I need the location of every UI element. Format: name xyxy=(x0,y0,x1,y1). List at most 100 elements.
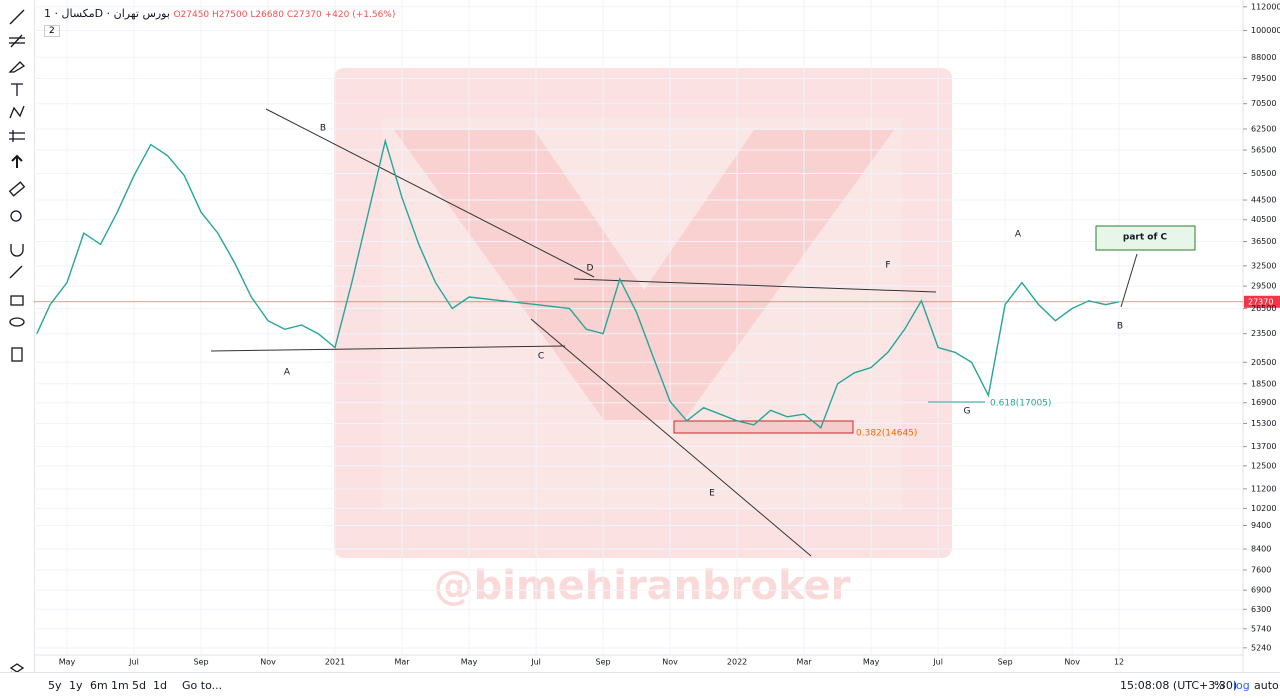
zoom-tool[interactable] xyxy=(10,210,22,222)
x-tick-label: 12 xyxy=(1114,658,1124,667)
y-tick-label: 29500 xyxy=(1251,282,1276,291)
annotation[interactable]: E xyxy=(709,489,715,499)
drawings xyxy=(210,108,1196,557)
low: L26680 xyxy=(250,10,284,20)
watermark-logo-mark xyxy=(394,130,894,420)
y-tick-label: 26500 xyxy=(1251,304,1276,313)
x-tick-label: 2021 xyxy=(325,658,345,667)
last-price-label: 27370 xyxy=(1248,297,1273,306)
fib-tool[interactable] xyxy=(9,34,25,48)
x-tick-label: Sep xyxy=(998,658,1013,667)
indicator-badge[interactable]: 2 xyxy=(44,25,60,37)
annotation[interactable]: B xyxy=(1117,322,1123,332)
range-button[interactable]: 1d xyxy=(153,679,167,692)
goto-button[interactable]: Go to... xyxy=(182,679,223,692)
ruler-tool[interactable] xyxy=(8,181,26,197)
ohlc: O27450 H27500 L26680 C27370 +420 (+1.56%… xyxy=(173,10,395,20)
trend-line[interactable] xyxy=(530,318,812,557)
exchange: بورس تهران xyxy=(113,7,170,20)
object-tree[interactable] xyxy=(9,663,25,677)
percent-toggle[interactable]: % xyxy=(1214,679,1225,692)
y-tick-label: 6300 xyxy=(1251,605,1271,614)
y-tick-label: 11200 xyxy=(1251,484,1276,493)
y-tick-label: 5740 xyxy=(1251,624,1271,633)
range-button[interactable]: 1m xyxy=(111,679,129,692)
y-tick-label: 10200 xyxy=(1251,504,1276,513)
x-tick-label: Jul xyxy=(932,658,943,667)
annotation[interactable]: D xyxy=(587,264,594,274)
annotation[interactable]: A xyxy=(284,368,291,378)
y-tick-label: 7600 xyxy=(1251,566,1271,575)
annotation[interactable]: A xyxy=(1015,230,1022,240)
y-tick-label: 9400 xyxy=(1251,521,1271,530)
x-tick-label: Jul xyxy=(530,658,541,667)
trend-line-tool[interactable] xyxy=(9,9,25,25)
close: C27370 xyxy=(286,10,322,20)
trend-line[interactable] xyxy=(573,278,937,293)
remove-tool[interactable] xyxy=(11,347,23,362)
annotation[interactable]: 0.618(17005) xyxy=(990,399,1051,409)
y-tick-label: 32500 xyxy=(1251,261,1276,270)
range-button[interactable]: 1y xyxy=(69,679,83,692)
y-tick-label: 5240 xyxy=(1251,643,1271,652)
trend-line[interactable] xyxy=(265,108,595,278)
pattern-tool[interactable] xyxy=(9,105,25,119)
lock-tool[interactable] xyxy=(10,295,24,306)
trend-line[interactable] xyxy=(210,345,566,352)
y-tick-label: 88000 xyxy=(1251,53,1276,62)
range-button[interactable]: 5d xyxy=(132,679,146,692)
auto-toggle[interactable]: auto xyxy=(1254,679,1279,692)
fib-box[interactable] xyxy=(673,420,854,434)
y-tick-label: 56500 xyxy=(1251,146,1276,155)
range-button[interactable]: 5y xyxy=(48,679,62,692)
y-tick-label: 6900 xyxy=(1251,586,1271,595)
log-toggle[interactable]: log xyxy=(1233,679,1250,692)
hide-tool[interactable] xyxy=(9,317,25,327)
symbol[interactable]: مکسال xyxy=(61,7,95,20)
note-box[interactable] xyxy=(1095,225,1196,251)
stay-drawing-tool[interactable] xyxy=(9,265,23,279)
annotation[interactable]: F xyxy=(885,261,890,271)
toolbar-icons xyxy=(8,9,26,677)
x-tick-label: Nov xyxy=(662,658,678,667)
x-tick-label: Sep xyxy=(193,658,208,667)
timezone[interactable]: 15:08:08 (UTC+3:30) xyxy=(1120,679,1238,692)
text-tool[interactable] xyxy=(11,83,23,96)
annotation[interactable]: part of C xyxy=(1123,233,1168,243)
prediction-tool[interactable] xyxy=(9,130,25,142)
high: H27500 xyxy=(212,10,248,20)
interval[interactable]: 1D xyxy=(44,7,104,20)
y-tick-label: 100000 xyxy=(1251,26,1280,35)
cursor-tool[interactable] xyxy=(11,154,23,168)
x-tick-label: 2022 xyxy=(727,658,747,667)
y-tick-label: 16900 xyxy=(1251,398,1276,407)
y-tick-label: 79500 xyxy=(1251,74,1276,83)
annotation[interactable]: G xyxy=(964,407,971,417)
x-tick-label: Nov xyxy=(260,658,276,667)
annotation[interactable]: C xyxy=(538,352,544,362)
change: +420 (+1.56%) xyxy=(324,10,396,20)
range-button[interactable]: 6m xyxy=(90,679,108,692)
y-tick-label: 12500 xyxy=(1251,461,1276,470)
x-tick-label: Nov xyxy=(1064,658,1080,667)
x-tick-label: May xyxy=(863,658,880,667)
annotation[interactable]: B xyxy=(320,124,326,134)
brush-tool[interactable] xyxy=(8,61,26,73)
x-tick-label: Jul xyxy=(128,658,139,667)
x-tick-label: Mar xyxy=(797,658,813,667)
arrow-line[interactable] xyxy=(1120,253,1138,308)
y-tick-label: 23500 xyxy=(1251,329,1276,338)
chart-pane: @bimehiranbroker 112000 100000 88000 79500 7… xyxy=(34,0,1280,672)
y-tick-label: 62500 xyxy=(1251,124,1276,133)
y-tick-label: 40500 xyxy=(1251,215,1276,224)
watermark-logo xyxy=(334,68,952,558)
y-tick-label: 20500 xyxy=(1251,358,1276,367)
magnet-tool[interactable] xyxy=(10,244,24,257)
y-tick-label: 36500 xyxy=(1251,237,1276,246)
y-tick-label: 13700 xyxy=(1251,442,1276,451)
bottom-bar: Go to... 15:08:08 (UTC+3:30) % log auto … xyxy=(0,672,1280,698)
y-tick-label: 15300 xyxy=(1251,419,1276,428)
annotation[interactable]: 0.382(14645) xyxy=(856,429,917,439)
x-tick-label: May xyxy=(461,658,478,667)
